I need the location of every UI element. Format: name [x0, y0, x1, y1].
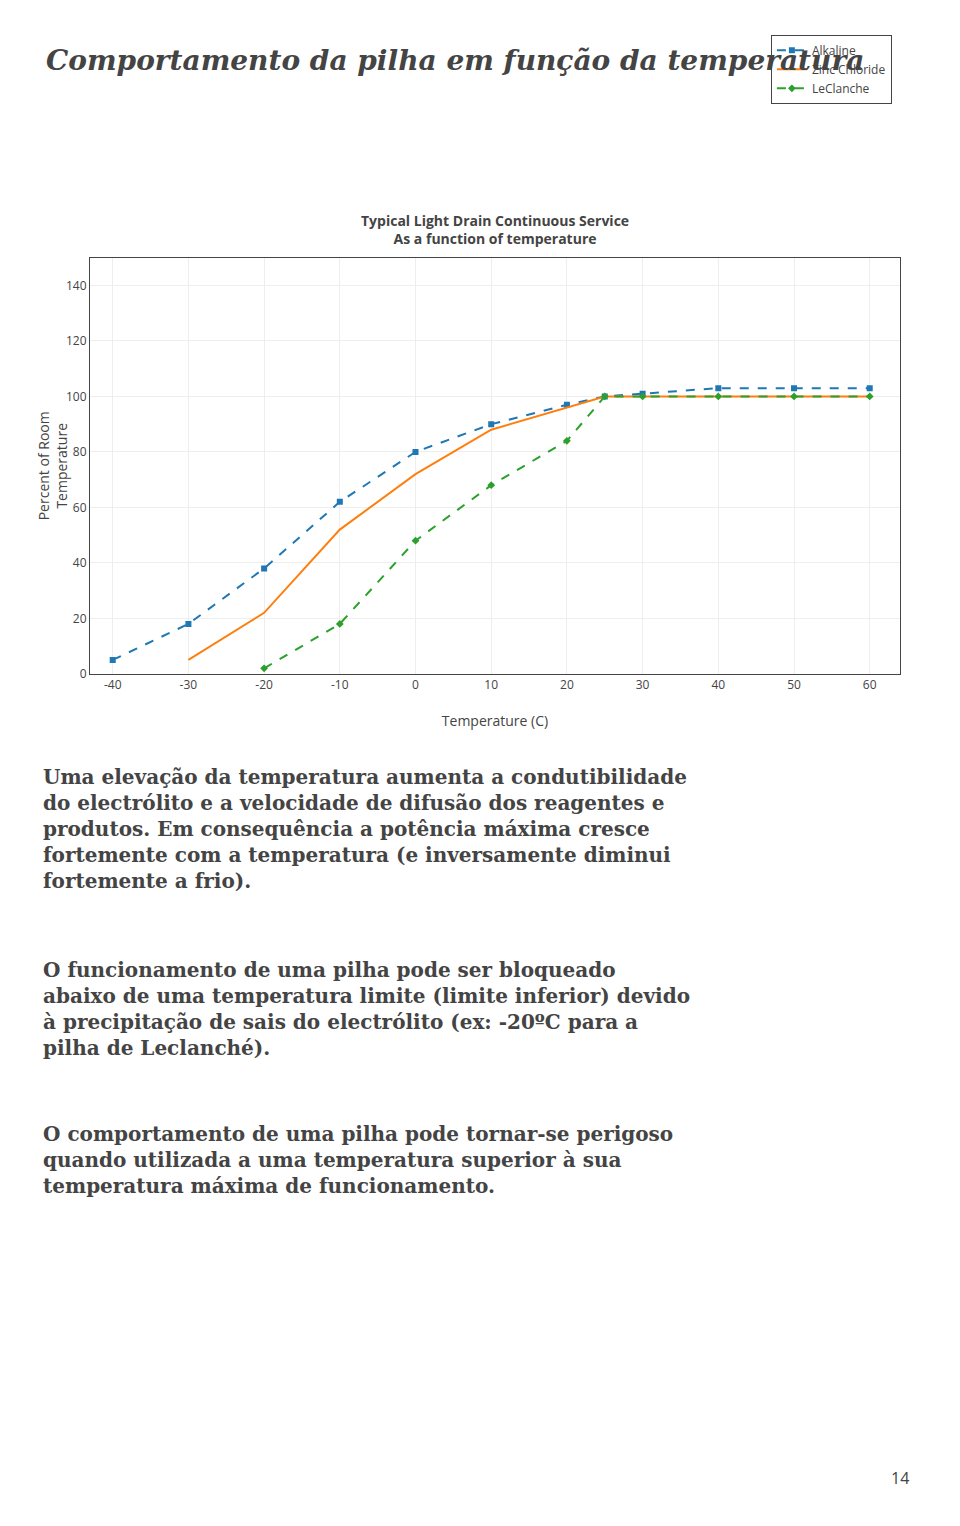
- svg-text:40: 40: [711, 676, 725, 693]
- svg-text:0: 0: [412, 676, 419, 693]
- svg-text:140: 140: [66, 277, 87, 294]
- svg-text:Percent of RoomTemperature: Percent of RoomTemperature: [34, 411, 71, 520]
- svg-text:20: 20: [560, 676, 574, 693]
- svg-text:Uma elevação da temperatura au: Uma elevação da temperatura aumenta a co…: [43, 765, 687, 893]
- svg-text:-30: -30: [180, 676, 198, 693]
- svg-text:10: 10: [484, 676, 498, 693]
- svg-text:O comportamento de uma pilha p: O comportamento de uma pilha pode tornar…: [43, 1122, 673, 1198]
- svg-text:-20: -20: [255, 676, 273, 693]
- svg-text:LeClanche: LeClanche: [812, 80, 870, 97]
- svg-text:60: 60: [863, 676, 877, 693]
- svg-text:Temperature (C): Temperature (C): [442, 711, 548, 730]
- svg-text:120: 120: [66, 332, 87, 349]
- svg-text:14: 14: [891, 1467, 909, 1489]
- svg-text:Comportamento da pilha em funç: Comportamento da pilha em função da temp…: [46, 44, 864, 77]
- svg-text:-10: -10: [331, 676, 349, 693]
- svg-text:50: 50: [787, 676, 801, 693]
- svg-text:Zinc Chloride: Zinc Chloride: [812, 61, 886, 78]
- svg-text:60: 60: [73, 499, 87, 516]
- svg-text:40: 40: [73, 554, 87, 571]
- svg-text:Alkaline: Alkaline: [812, 42, 856, 59]
- svg-text:Typical Light Drain Continuous: Typical Light Drain Continuous ServiceAs…: [361, 211, 629, 248]
- svg-text:80: 80: [73, 443, 87, 460]
- svg-text:O funcionamento de uma pilha p: O funcionamento de uma pilha pode ser bl…: [43, 958, 690, 1060]
- svg-text:0: 0: [80, 665, 87, 682]
- svg-text:30: 30: [636, 676, 650, 693]
- svg-text:100: 100: [66, 388, 87, 405]
- svg-text:-40: -40: [104, 676, 122, 693]
- svg-text:20: 20: [73, 610, 87, 627]
